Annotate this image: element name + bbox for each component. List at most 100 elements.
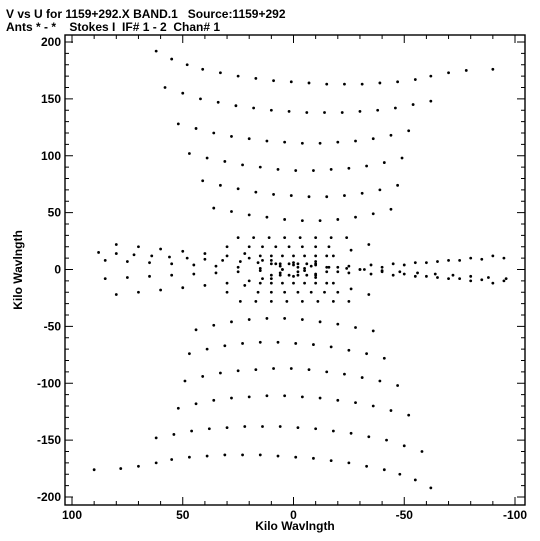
data-point bbox=[303, 281, 306, 285]
data-point bbox=[407, 413, 411, 417]
data-point bbox=[269, 290, 273, 294]
data-point bbox=[238, 260, 242, 263]
data-point bbox=[212, 131, 216, 135]
data-point bbox=[413, 78, 417, 81]
data-point bbox=[267, 236, 271, 240]
data-point bbox=[287, 109, 291, 113]
data-point bbox=[272, 79, 275, 83]
data-point bbox=[327, 265, 331, 269]
data-point bbox=[170, 57, 174, 61]
data-point bbox=[181, 91, 185, 95]
data-point bbox=[296, 273, 300, 277]
data-point bbox=[325, 265, 329, 269]
data-point bbox=[378, 379, 382, 383]
data-point bbox=[92, 468, 96, 472]
data-point bbox=[272, 367, 275, 370]
data-point bbox=[187, 152, 191, 155]
data-point bbox=[382, 161, 386, 164]
data-point bbox=[314, 276, 318, 279]
data-point bbox=[287, 273, 291, 277]
data-point bbox=[216, 100, 220, 104]
data-point bbox=[300, 395, 304, 399]
data-point bbox=[303, 269, 306, 273]
data-point bbox=[223, 160, 227, 163]
data-point bbox=[298, 236, 302, 240]
data-point bbox=[170, 273, 174, 277]
data-point bbox=[148, 261, 151, 265]
data-point bbox=[247, 213, 251, 217]
data-point bbox=[283, 140, 287, 144]
data-point bbox=[413, 478, 417, 482]
data-point bbox=[491, 254, 495, 258]
data-point bbox=[125, 276, 129, 279]
data-point bbox=[278, 273, 282, 277]
data-point bbox=[336, 398, 340, 402]
data-point bbox=[154, 49, 158, 53]
data-point bbox=[314, 260, 318, 263]
data-point bbox=[283, 317, 287, 320]
data-point bbox=[254, 190, 258, 194]
data-point bbox=[367, 435, 371, 439]
data-point bbox=[318, 141, 322, 145]
data-point bbox=[247, 279, 251, 283]
data-point bbox=[325, 281, 329, 285]
data-point bbox=[287, 245, 291, 249]
data-point bbox=[205, 454, 209, 458]
data-point bbox=[269, 273, 273, 277]
data-point bbox=[429, 74, 433, 78]
data-point bbox=[323, 290, 326, 294]
data-point bbox=[241, 342, 244, 345]
data-point bbox=[278, 425, 282, 428]
data-point bbox=[336, 322, 340, 326]
data-point bbox=[436, 276, 439, 279]
data-point bbox=[389, 207, 393, 211]
data-point bbox=[371, 404, 375, 408]
data-point bbox=[380, 270, 384, 274]
data-point bbox=[407, 129, 411, 133]
data-point bbox=[336, 140, 340, 144]
data-point bbox=[230, 135, 233, 138]
data-point bbox=[349, 248, 353, 252]
data-point bbox=[464, 69, 468, 72]
data-point bbox=[369, 263, 373, 267]
data-point bbox=[469, 274, 473, 278]
data-point bbox=[371, 329, 375, 333]
data-point bbox=[194, 127, 198, 130]
data-point bbox=[281, 281, 284, 285]
data-point bbox=[325, 270, 329, 274]
data-point bbox=[159, 288, 163, 292]
data-point bbox=[137, 290, 140, 294]
data-point bbox=[300, 219, 304, 222]
data-point bbox=[258, 165, 262, 169]
data-point bbox=[214, 264, 218, 268]
data-point bbox=[276, 454, 280, 458]
data-point bbox=[150, 254, 154, 258]
data-point bbox=[312, 343, 315, 346]
data-point bbox=[371, 137, 375, 141]
data-point bbox=[389, 133, 393, 137]
data-point bbox=[261, 425, 264, 428]
data-point bbox=[247, 245, 251, 249]
data-point bbox=[294, 455, 298, 459]
data-point bbox=[283, 290, 287, 294]
data-point bbox=[420, 450, 424, 453]
y-tick-label: 50 bbox=[48, 206, 62, 220]
data-point bbox=[382, 356, 386, 360]
data-point bbox=[343, 372, 346, 376]
data-point bbox=[312, 456, 315, 460]
data-point bbox=[303, 266, 306, 270]
data-point bbox=[504, 277, 508, 280]
data-point bbox=[199, 97, 202, 101]
data-point bbox=[360, 191, 364, 195]
data-point bbox=[170, 458, 174, 461]
data-point bbox=[283, 218, 287, 221]
data-point bbox=[314, 245, 318, 249]
data-point bbox=[367, 293, 371, 296]
data-point bbox=[416, 271, 419, 275]
data-point bbox=[243, 252, 247, 255]
y-axis-label: Kilo Wavlngth bbox=[11, 230, 25, 310]
data-point bbox=[354, 139, 357, 143]
data-point bbox=[491, 67, 495, 71]
data-point bbox=[236, 187, 240, 191]
data-point bbox=[205, 156, 209, 160]
